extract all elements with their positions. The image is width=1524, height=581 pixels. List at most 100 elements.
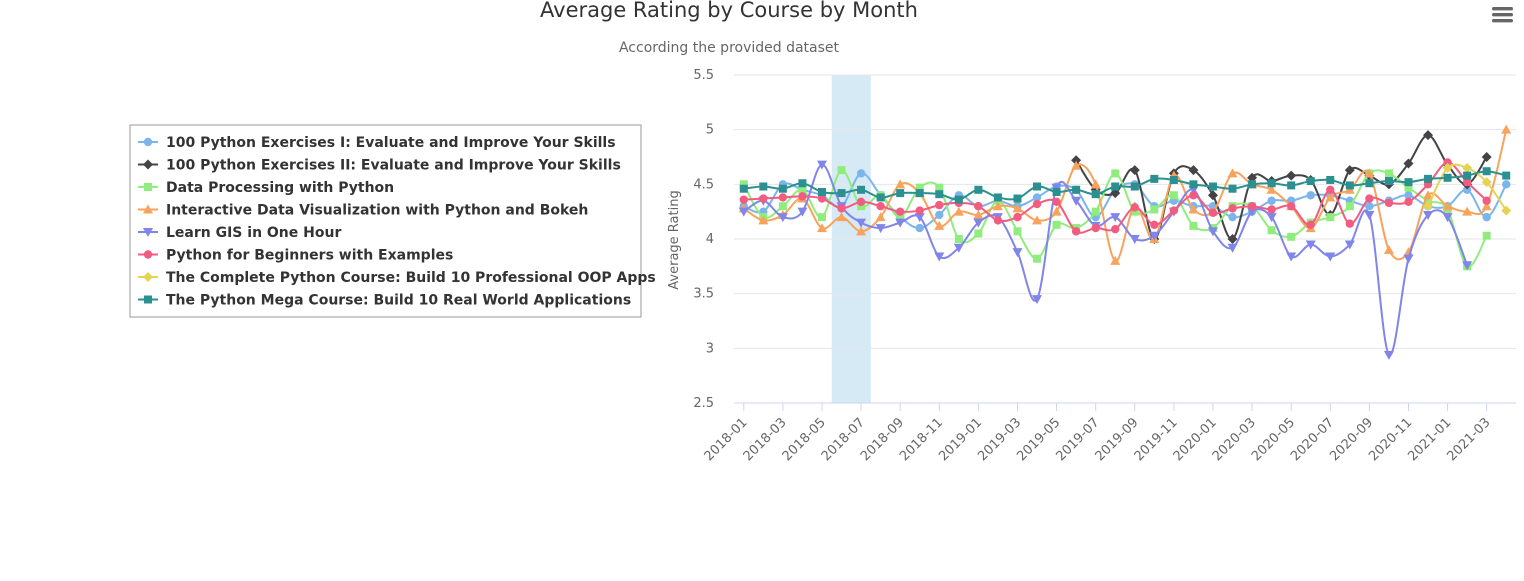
data-point (797, 207, 808, 217)
data-point (739, 195, 748, 204)
data-point (973, 209, 984, 219)
context-menu-button[interactable] (1490, 4, 1516, 26)
data-point (798, 192, 807, 201)
y-tick-label: 5 (706, 123, 714, 138)
data-point (935, 200, 944, 210)
data-point (1384, 169, 1393, 178)
legend-marker (143, 159, 153, 170)
data-point (1052, 197, 1061, 207)
legend-item[interactable]: 100 Python Exercises II: Evaluate and Im… (138, 158, 621, 174)
data-point (1462, 261, 1473, 271)
data-point (1326, 213, 1335, 222)
legend-marker (143, 272, 153, 282)
data-point (974, 185, 983, 194)
legend-item[interactable]: The Complete Python Course: Build 10 Pro… (138, 270, 656, 286)
data-point (1032, 193, 1042, 202)
data-point (1071, 160, 1082, 170)
hamburger-icon[interactable] (1492, 7, 1513, 23)
data-point (1130, 207, 1139, 216)
data-point (817, 187, 826, 196)
data-point (1482, 212, 1491, 222)
data-point (1365, 179, 1374, 188)
y-tick-label: 3 (706, 341, 714, 356)
data-point (1012, 203, 1023, 213)
series-layer (738, 124, 1512, 360)
data-point (1345, 181, 1354, 190)
data-point (739, 184, 748, 193)
data-point (1208, 208, 1218, 217)
data-point (1228, 212, 1237, 222)
data-point (1344, 165, 1355, 176)
legend-item[interactable]: The Python Mega Course: Build 10 Real Wo… (138, 293, 631, 309)
data-point (1443, 173, 1452, 182)
data-point (875, 212, 886, 222)
legend-label: Learn GIS in One Hour (166, 225, 341, 241)
data-point (759, 182, 768, 191)
data-point (1423, 190, 1434, 200)
data-point (856, 218, 867, 228)
data-point (934, 220, 945, 230)
data-point (1111, 182, 1120, 191)
legend-item[interactable]: Learn GIS in One Hour (138, 225, 341, 241)
data-point (738, 207, 749, 217)
legend-item[interactable]: 100 Python Exercises I: Evaluate and Imp… (138, 135, 616, 151)
legend-label: 100 Python Exercises I: Evaluate and Imp… (166, 135, 616, 151)
data-point (1169, 206, 1179, 215)
data-point (1502, 171, 1511, 180)
data-point (875, 224, 886, 234)
data-point (1189, 221, 1198, 230)
data-point (1090, 179, 1101, 189)
data-point (974, 229, 983, 238)
data-point (993, 193, 1002, 202)
legend-item[interactable]: Data Processing with Python (138, 180, 394, 196)
legend-marker (143, 137, 153, 147)
data-point (1149, 231, 1160, 241)
data-point (896, 189, 905, 198)
data-point (1462, 162, 1473, 173)
data-point (857, 185, 866, 194)
data-point (896, 213, 905, 222)
series-line (743, 163, 1469, 356)
data-point (1207, 190, 1218, 201)
legend-label: Interactive Data Visualization with Pyth… (166, 203, 588, 219)
data-point (895, 207, 905, 216)
legend-marker (143, 228, 153, 237)
data-point (1051, 206, 1062, 216)
data-point (1227, 234, 1238, 244)
data-point (1013, 194, 1022, 203)
data-point (1462, 177, 1472, 187)
data-point (934, 252, 945, 262)
data-point (1481, 177, 1492, 188)
data-point (1384, 198, 1394, 208)
legend-item[interactable]: Interactive Data Visualization with Pyth… (138, 203, 588, 219)
legend-item[interactable]: Python for Beginners with Examples (138, 248, 453, 264)
data-point (1052, 220, 1061, 229)
data-point (1129, 165, 1140, 176)
data-point (1130, 203, 1139, 212)
data-point (1091, 207, 1100, 216)
data-point (1501, 205, 1512, 216)
data-point (1442, 213, 1453, 223)
data-point (1482, 167, 1491, 176)
data-point (1247, 202, 1257, 211)
data-point (1404, 197, 1413, 207)
data-point (973, 218, 984, 228)
data-point (1423, 210, 1434, 220)
data-point (1325, 252, 1336, 262)
data-point (817, 213, 826, 222)
data-point (1072, 185, 1081, 194)
legend-label: Data Processing with Python (166, 180, 394, 196)
series-line (743, 129, 1508, 262)
data-point (953, 206, 964, 216)
data-point (1326, 175, 1335, 184)
data-point (739, 180, 748, 189)
data-point (1403, 254, 1414, 264)
data-point (935, 210, 944, 220)
data-point (1403, 247, 1414, 257)
data-point (1267, 205, 1276, 214)
series-4 (738, 124, 1512, 265)
data-point (1247, 172, 1258, 183)
data-point (954, 195, 963, 204)
data-point (1150, 220, 1159, 229)
legend-label: The Complete Python Course: Build 10 Pro… (166, 270, 656, 286)
